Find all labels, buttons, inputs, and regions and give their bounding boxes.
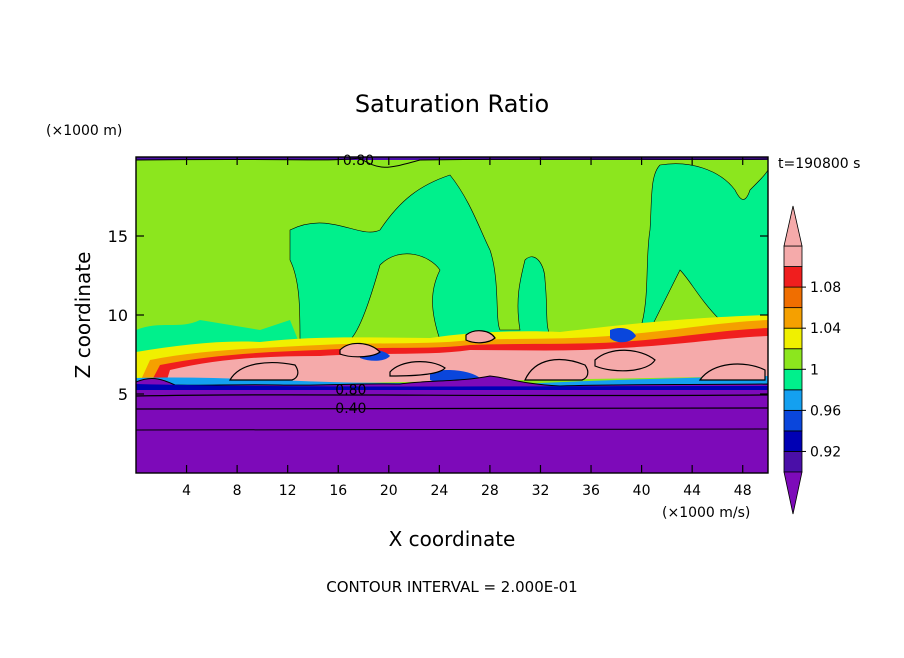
- fill-top-strip: [136, 157, 768, 160]
- colorbar-tick-label: 1: [810, 362, 819, 378]
- y-axis-label: Z coordinate: [71, 252, 95, 379]
- colorbar-swatch: [783, 430, 803, 452]
- cloud-core-5: [594, 349, 656, 372]
- contour-line-top: [136, 157, 768, 168]
- x-tick-label: 48: [734, 483, 752, 499]
- x-tick-label: 24: [430, 483, 448, 499]
- colorbar-under-triangle: [783, 471, 803, 515]
- cloud-core-4: [524, 358, 589, 381]
- colorbar-swatch: [783, 286, 803, 309]
- time-label: t=190800 s: [778, 156, 860, 172]
- colorbar-over-triangle: [783, 205, 803, 247]
- colorbar-tick-label: 0.96: [810, 403, 841, 419]
- cloud-core-1: [228, 362, 299, 381]
- colorbar-swatch: [783, 409, 803, 432]
- x-tick-label: 28: [481, 483, 499, 499]
- cloud-core-6: [698, 363, 766, 381]
- colorbar-tick-label: 1.08: [810, 280, 841, 296]
- colorbar-tick-label: 1.04: [810, 321, 841, 337]
- chart-title: Saturation Ratio: [355, 90, 549, 118]
- x-tick-label: 32: [532, 483, 550, 499]
- x-tick-label: 4: [182, 483, 191, 499]
- fill-dark-blue-strip: [136, 384, 768, 390]
- x-tick-label: 36: [582, 483, 600, 499]
- contour-line-lower: [136, 428, 768, 431]
- colorbar-swatch: [783, 327, 803, 350]
- contour-line-040: [136, 407, 768, 410]
- x-tick-label: 20: [380, 483, 398, 499]
- contour-label: 0.80: [335, 382, 366, 398]
- contour-interval-footer: CONTOUR INTERVAL = 2.000E-01: [326, 578, 577, 596]
- colorbar-swatch: [783, 389, 803, 411]
- fill-mint-plumes: [289, 163, 768, 346]
- x-tick-label: 40: [633, 483, 651, 499]
- contour-label: 0.80: [343, 153, 374, 169]
- contour-fills: [136, 157, 768, 473]
- cloud-core-2: [339, 342, 381, 358]
- cloud-cores: [228, 330, 766, 381]
- contour-labels: 0.80 0.80 0.40: [335, 153, 374, 417]
- x-tick-label: 8: [233, 483, 242, 499]
- colorbar-swatch: [783, 368, 803, 391]
- contour-label: 0.40: [335, 401, 366, 417]
- colorbar-swatch: [783, 307, 803, 329]
- colorbar-swatch: [783, 245, 803, 267]
- x-tick-label: 16: [329, 483, 347, 499]
- x-axis-ticks: 4 8 12 16 20 24 28 32 36 40 44 48: [182, 157, 752, 499]
- x-tick-label: 44: [683, 483, 701, 499]
- cloud-core-3: [389, 361, 446, 377]
- y-axis-ticks: 5 10 15: [108, 227, 768, 404]
- y-tick-label: 15: [108, 227, 128, 246]
- x-unit-label: (×1000 m/s): [662, 505, 750, 521]
- x-axis-label: X coordinate: [389, 527, 516, 551]
- cloud-core-7: [465, 330, 496, 344]
- colorbar-swatch: [783, 266, 803, 288]
- fill-pink-band: [165, 336, 768, 386]
- colorbar-swatch: [783, 451, 803, 473]
- fill-purple-lower: [136, 375, 768, 473]
- colorbar-swatch: [783, 348, 803, 370]
- y-tick-label: 5: [118, 385, 128, 404]
- y-tick-label: 10: [108, 306, 128, 325]
- colorbar: 0.92 0.96 1 1.04 1.08: [783, 205, 841, 515]
- contour-line-080: [136, 394, 768, 397]
- x-tick-label: 12: [279, 483, 297, 499]
- y-unit-label: (×1000 m): [46, 123, 122, 139]
- colorbar-tick-label: 0.92: [810, 444, 841, 460]
